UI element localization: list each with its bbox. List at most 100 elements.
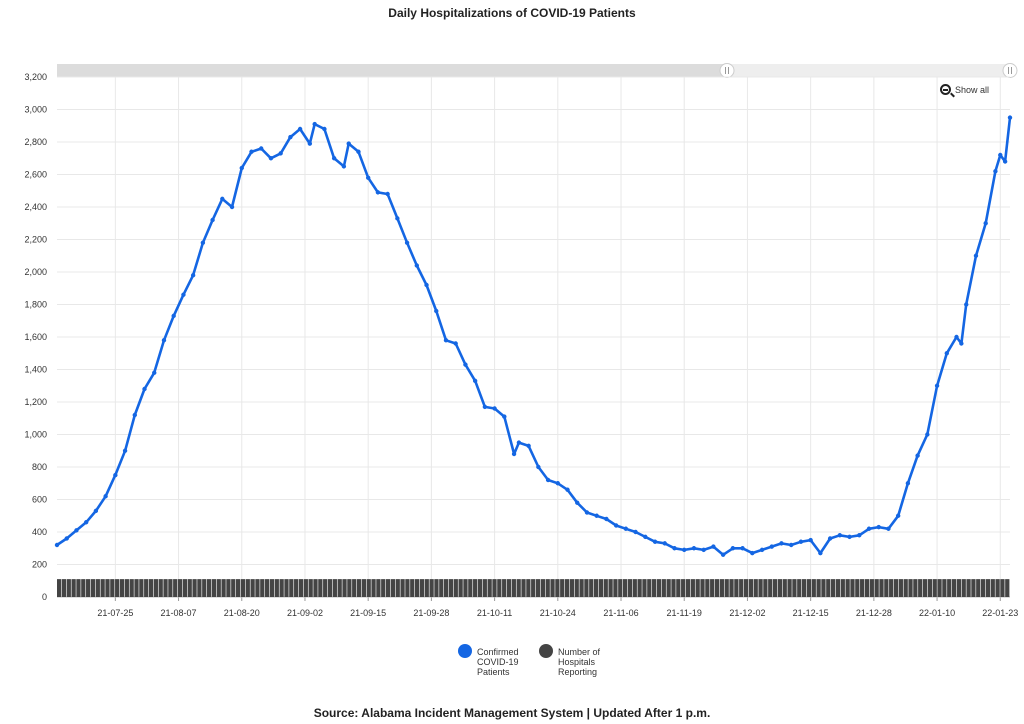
hospitals-bar (250, 579, 255, 597)
hospitals-bar (245, 579, 250, 597)
hospitals-bar (115, 579, 120, 597)
hospitals-bar (898, 579, 903, 597)
confirmed-patients-point (876, 524, 881, 530)
confirmed-patients-point (492, 406, 497, 411)
confirmed-patients-point (424, 282, 429, 288)
hospitals-bar (439, 579, 444, 597)
confirmed-patients-point (502, 414, 507, 419)
hospitals-bar (206, 579, 212, 597)
x-tick-label: 21-12-02 (729, 608, 765, 618)
hospitals-bar (816, 579, 821, 597)
hospitals-bar (855, 579, 860, 597)
confirmed-patients-point (847, 534, 852, 540)
hospitals-bar (400, 579, 405, 597)
hospitals-bar (656, 579, 662, 597)
confirmed-patients-point (827, 536, 833, 541)
hospitals-bar (390, 579, 396, 597)
hospitals-bar (893, 579, 899, 597)
confirmed-patients-point (181, 292, 186, 297)
hospitals-bar (661, 579, 666, 597)
hospitals-bar (545, 579, 550, 597)
hospitals-bar (376, 579, 381, 597)
hospitals-bar (342, 579, 347, 597)
hospitals-bar (352, 579, 357, 597)
hospitals-bar (831, 579, 836, 597)
confirmed-patients-point (516, 440, 522, 445)
hospitals-bar (724, 579, 729, 597)
confirmed-patients-point (788, 542, 794, 548)
hospitals-bar (260, 579, 265, 597)
hospitals-bar (932, 579, 937, 597)
hospitals-bar (763, 579, 768, 597)
range-handle-right[interactable] (1002, 63, 1018, 78)
hospitals-bar (57, 579, 62, 597)
confirmed-patients-point (998, 152, 1003, 158)
hospitals-bar (869, 579, 874, 597)
hospitals-bar (381, 579, 386, 597)
hospitals-bar (134, 579, 139, 597)
range-handle-left[interactable] (719, 63, 735, 78)
hospitals-bar (971, 579, 976, 597)
confirmed-patients-point (404, 240, 410, 245)
show-all-button[interactable]: Show all (940, 84, 989, 95)
confirmed-patients-point (886, 526, 891, 531)
confirmed-patients-point (691, 546, 697, 551)
hospitals-bar (158, 579, 163, 597)
hospitals-bar (908, 579, 913, 597)
confirmed-patients-point (604, 516, 609, 522)
hospitals-bar (787, 579, 792, 597)
hospitals-bar (569, 579, 575, 597)
hospitals-bar (202, 579, 207, 597)
hospitals-bar (835, 579, 841, 597)
hospitals-bar (584, 579, 589, 597)
confirmed-patients-point (643, 534, 648, 540)
confirmed-patients-point (259, 146, 264, 151)
hospitals-bar (976, 579, 981, 597)
x-tick-label: 21-10-11 (477, 608, 512, 618)
hospitals-bar (768, 579, 773, 597)
confirmed-patients-point (866, 526, 872, 531)
hospitals-bar (564, 579, 570, 597)
confirmed-patients-point (973, 253, 979, 258)
hospitals-bar (700, 579, 705, 597)
hospitals-bar (492, 579, 497, 597)
legend-label: Number of (558, 647, 601, 657)
hospitals-bar (419, 579, 425, 597)
y-tick-label: 400 (32, 527, 47, 537)
hospitals-bar (889, 579, 894, 597)
hospitals-bar (511, 579, 516, 597)
hospitals-bar (308, 579, 313, 597)
hospitals-bar (937, 579, 942, 597)
confirmed-patients-point (711, 544, 716, 549)
confirmed-patients-point (463, 362, 468, 367)
hospitals-bar (884, 579, 889, 597)
y-tick-label: 1,000 (24, 430, 47, 440)
hospitals-bar (942, 579, 947, 597)
confirmed-patients-point (103, 494, 108, 499)
hospitals-bar (947, 579, 952, 597)
hospitals-bar (647, 579, 652, 597)
hospitals-bar (772, 579, 778, 597)
confirmed-patients-point (857, 533, 862, 538)
hospitals-bar (574, 579, 579, 597)
hospitals-bar (235, 579, 241, 597)
x-tick-label: 21-09-15 (350, 608, 386, 618)
hospitals-bar (540, 579, 545, 597)
y-tick-label: 1,400 (24, 365, 47, 375)
y-tick-label: 2,800 (24, 137, 47, 147)
hospitals-bar (956, 579, 962, 597)
hospitals-bar (579, 579, 584, 597)
hospitals-bar (879, 579, 884, 597)
hospitals-bar (627, 579, 633, 597)
hospitals-bar (613, 579, 618, 597)
hospitals-bar (695, 579, 700, 597)
confirmed-patients-point (190, 273, 196, 278)
legend-label: Hospitals (558, 657, 596, 667)
confirmed-patients-point (759, 547, 765, 553)
confirmed-patients-point (672, 546, 677, 551)
source-note: Source: Alabama Incident Management Syst… (313, 706, 711, 720)
hospitals-bar (618, 579, 623, 597)
hospitals-bar (327, 579, 333, 597)
confirmed-patients-point (964, 302, 969, 307)
